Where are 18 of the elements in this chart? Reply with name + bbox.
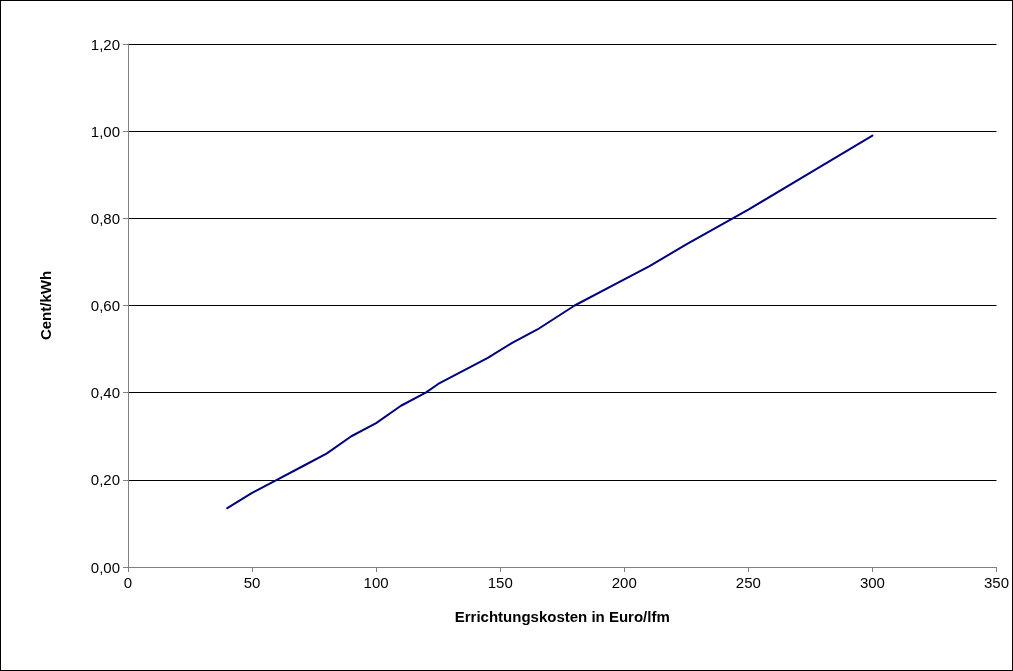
y-tick-label: 0,60 [90, 297, 120, 314]
y-tick-label: 0,80 [90, 209, 120, 227]
y-tick-label: 1,00 [90, 122, 120, 140]
x-tick-label: 0 [123, 574, 133, 591]
y-tick-label: 0,40 [90, 384, 120, 402]
x-tick-label: 350 [983, 574, 1009, 591]
x-tick-label: 200 [611, 574, 637, 591]
x-axis-title: Errichtungskosten in Euro/lfm [454, 608, 670, 625]
x-tick-label: 100 [363, 574, 389, 591]
y-tick-label: 1,20 [90, 35, 120, 53]
line-series [226, 134, 874, 510]
y-tick-label: 0,00 [90, 558, 120, 576]
x-tick-label: 250 [735, 574, 761, 591]
y-axis-title: Cent/kWh [37, 270, 54, 341]
x-tick-label: 300 [859, 574, 885, 591]
x-tick-label: 150 [487, 574, 513, 591]
x-tick-label: 50 [243, 574, 261, 591]
y-tick-label: 0,20 [90, 471, 120, 489]
